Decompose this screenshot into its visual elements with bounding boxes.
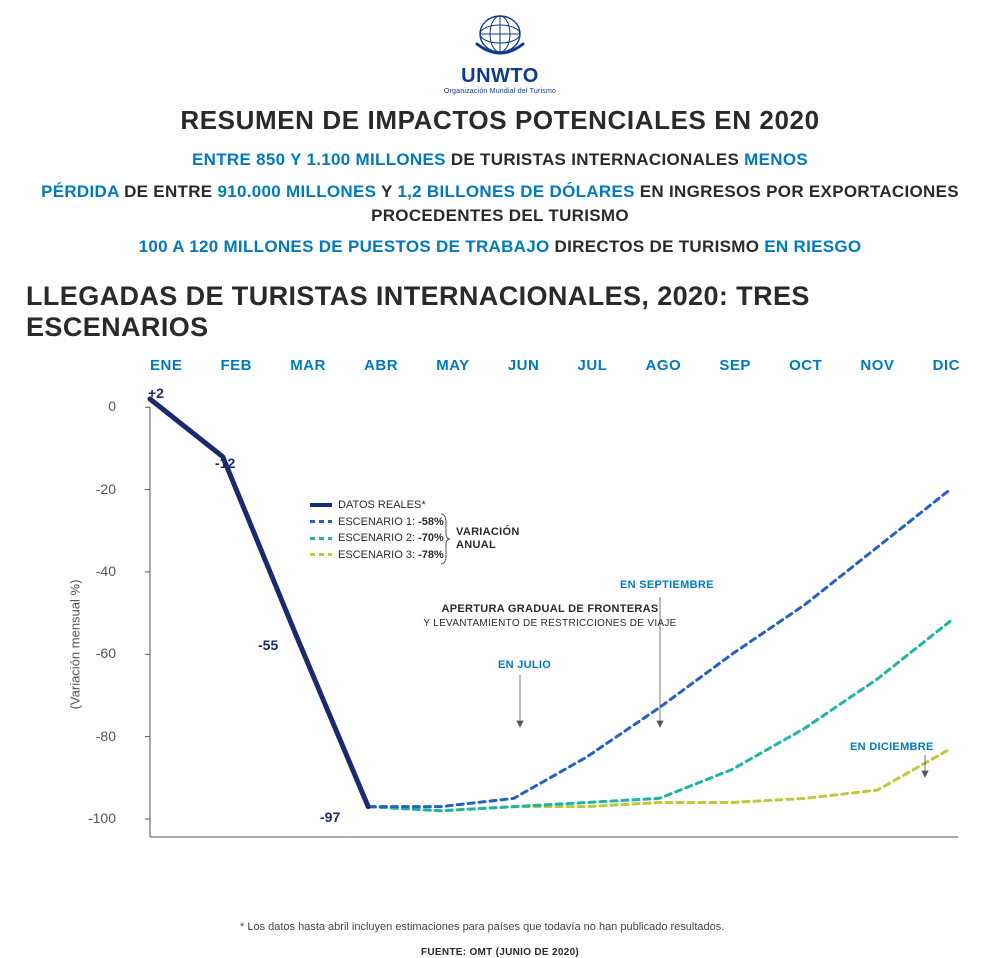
month-label: NOV	[860, 357, 894, 374]
month-label: SEP	[719, 357, 751, 374]
summary-line-1: ENTRE 850 Y 1.100 MILLONES DE TURISTAS I…	[20, 148, 980, 172]
y-tick: -60	[76, 645, 116, 661]
section-title: LLEGADAS DE TURISTAS INTERNACIONALES, 20…	[26, 281, 1000, 343]
legend: DATOS REALES* ESCENARIO 1: -58% ESCENARI…	[310, 497, 444, 563]
y-tick: -40	[76, 563, 116, 579]
globe-icon	[475, 14, 525, 63]
source: FUENTE: OMT (JUNIO DE 2020)	[0, 947, 1000, 958]
month-label: DIC	[933, 357, 960, 374]
logo-text: UNWTO	[0, 65, 1000, 88]
data-label-feb: -12	[215, 455, 235, 471]
month-label: MAR	[290, 357, 326, 374]
scenarios-chart: ENEFEBMARABRMAYJUNJULAGOSEPOCTNOVDIC (Va…	[20, 357, 980, 917]
summary-line-3: 100 A 120 MILLONES DE PUESTOS DE TRABAJO…	[20, 235, 980, 259]
y-tick: -80	[76, 728, 116, 744]
data-label-mar: -55	[258, 637, 278, 653]
legend-bracket: VARIACIÓN ANUAL	[440, 513, 520, 565]
annotation-sept: EN SEPTIEMBRE	[620, 579, 714, 591]
annotation-header: APERTURA GRADUAL DE FRONTERAS Y LEVANTAM…	[410, 602, 690, 631]
logo-block: UNWTO Organización Mundial del Turismo	[0, 0, 1000, 95]
footnote: * Los datos hasta abril incluyen estimac…	[240, 921, 1000, 933]
y-tick: -20	[76, 481, 116, 497]
month-label: OCT	[789, 357, 822, 374]
summary-line-2: PÉRDIDA DE ENTRE 910.000 MILLONES Y 1,2 …	[20, 180, 980, 228]
y-tick: 0	[76, 398, 116, 414]
month-label: ABR	[364, 357, 398, 374]
month-label: MAY	[436, 357, 469, 374]
data-label-ene: +2	[148, 385, 164, 401]
data-label-abr: -97	[320, 809, 340, 825]
month-label: FEB	[221, 357, 253, 374]
month-label: ENE	[150, 357, 182, 374]
month-label: JUL	[578, 357, 608, 374]
annotation-dec: EN DICIEMBRE	[850, 741, 934, 753]
summary-block: RESUMEN DE IMPACTOS POTENCIALES EN 2020 …	[0, 105, 1000, 259]
y-tick: -100	[76, 810, 116, 826]
annotation-july: EN JULIO	[498, 659, 551, 671]
summary-title: RESUMEN DE IMPACTOS POTENCIALES EN 2020	[20, 105, 980, 136]
month-axis: ENE FEB MAR ABR MAY JUN JUL AGO SEP OCT NOV DIC	[150, 357, 960, 374]
month-label: AGO	[646, 357, 682, 374]
logo-subtitle: Organización Mundial del Turismo	[0, 88, 1000, 95]
month-label: JUN	[508, 357, 540, 374]
